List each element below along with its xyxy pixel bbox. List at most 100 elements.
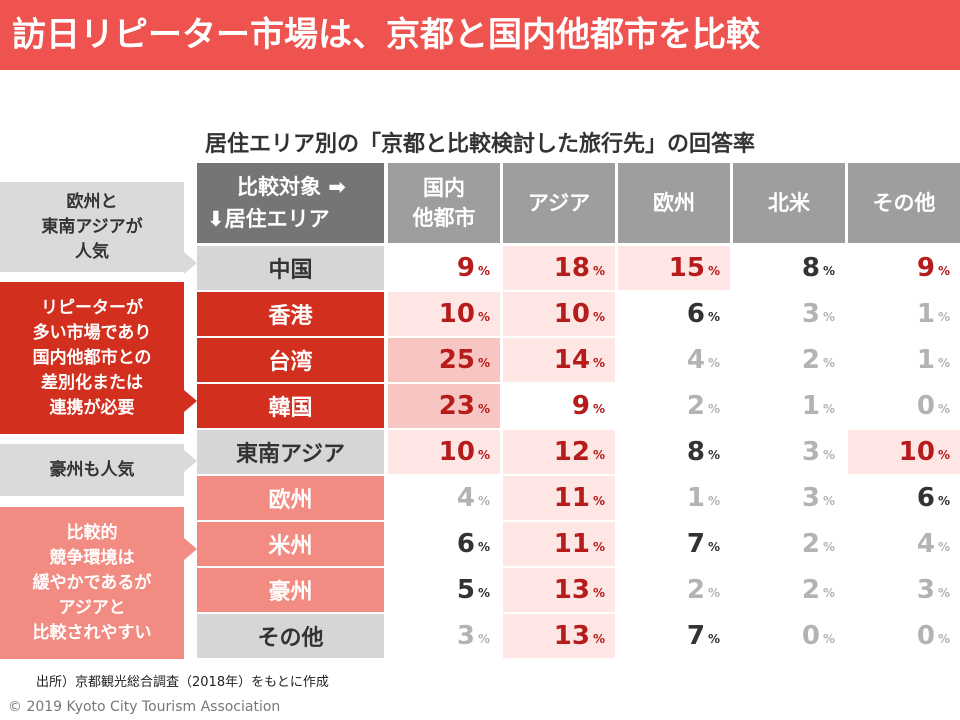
percent-unit: % (707, 356, 720, 370)
percent-unit: % (822, 586, 835, 600)
percent-unit: % (707, 448, 720, 462)
table-cell: 10% (388, 292, 500, 336)
cell-value: 4 (456, 483, 475, 513)
cell-value: 7 (686, 529, 705, 559)
copyright: © 2019 Kyoto City Tourism Association (8, 699, 281, 715)
table-cell: 4% (388, 476, 500, 520)
table-cell: 2% (733, 568, 845, 612)
table-cell: 10% (388, 430, 500, 474)
cell-value: 23 (438, 391, 475, 421)
percent-unit: % (707, 540, 720, 554)
percent-unit: % (822, 402, 835, 416)
table-cell: 4% (618, 338, 730, 382)
cell-value: 10 (898, 437, 935, 467)
residence-area-label: ⬇居住エリア (207, 207, 330, 231)
row-label: 台湾 (197, 338, 384, 382)
percent-unit: % (937, 264, 950, 278)
table-cell: 11% (503, 476, 615, 520)
table-cell: 7% (618, 522, 730, 566)
row-label: 東南アジア (197, 430, 384, 474)
table-cell: 1% (848, 292, 960, 336)
cell-value: 1 (916, 299, 935, 329)
percent-unit: % (707, 494, 720, 508)
cell-value: 2 (801, 529, 820, 559)
column-header: 欧州 (618, 163, 730, 243)
percent-unit: % (477, 448, 490, 462)
cell-value: 13 (553, 575, 590, 605)
percent-unit: % (477, 632, 490, 646)
percent-unit: % (822, 540, 835, 554)
table-cell: 12% (503, 430, 615, 474)
cell-value: 1 (686, 483, 705, 513)
cell-value: 3 (801, 437, 820, 467)
cell-value: 10 (438, 299, 475, 329)
percent-unit: % (477, 264, 490, 278)
table-cell: 6% (618, 292, 730, 336)
cell-value: 3 (456, 621, 475, 651)
column-header: 国内 他都市 (388, 163, 500, 243)
percent-unit: % (477, 494, 490, 508)
percent-unit: % (592, 356, 605, 370)
row-label: 米州 (197, 522, 384, 566)
table-cell: 0% (848, 384, 960, 428)
cell-value: 6 (686, 299, 705, 329)
percent-unit: % (477, 310, 490, 324)
cell-value: 9 (916, 253, 935, 283)
cell-value: 4 (686, 345, 705, 375)
percent-unit: % (822, 264, 835, 278)
cell-value: 0 (916, 621, 935, 651)
table-cell: 3% (848, 568, 960, 612)
row-label: 豪州 (197, 568, 384, 612)
page-title: 訪日リピーター市場は、京都と国内他都市を比較 (0, 0, 960, 70)
cell-value: 2 (801, 345, 820, 375)
table-cell: 3% (733, 292, 845, 336)
percent-unit: % (707, 264, 720, 278)
table-cell: 2% (733, 522, 845, 566)
table-cell: 5% (388, 568, 500, 612)
table-cell: 1% (848, 338, 960, 382)
table-cell: 11% (503, 522, 615, 566)
cell-value: 13 (553, 621, 590, 651)
table-cell: 7% (618, 614, 730, 658)
table-cell: 10% (503, 292, 615, 336)
cell-value: 12 (553, 437, 590, 467)
column-header: アジア (503, 163, 615, 243)
compare-target-label: 比較対象 ➡ (237, 175, 346, 199)
percent-unit: % (937, 310, 950, 324)
percent-unit: % (937, 448, 950, 462)
table-cell: 9% (388, 246, 500, 290)
cell-value: 2 (686, 391, 705, 421)
percent-unit: % (592, 264, 605, 278)
table-cell: 9% (848, 246, 960, 290)
table-cell: 10% (848, 430, 960, 474)
percent-unit: % (477, 402, 490, 416)
cell-value: 4 (916, 529, 935, 559)
percent-unit: % (822, 310, 835, 324)
percent-unit: % (937, 540, 950, 554)
row-label: 香港 (197, 292, 384, 336)
cell-value: 15 (668, 253, 705, 283)
side-note-pointer (184, 450, 197, 472)
cell-value: 11 (553, 529, 590, 559)
table-cell: 23% (388, 384, 500, 428)
table-cell: 8% (733, 246, 845, 290)
row-label: 欧州 (197, 476, 384, 520)
table-cell: 6% (848, 476, 960, 520)
column-header: 北米 (733, 163, 845, 243)
cell-value: 9 (456, 253, 475, 283)
percent-unit: % (937, 356, 950, 370)
side-note: 比較的 競争環境は 緩やかであるが アジアと 比較されやすい (0, 507, 184, 659)
cell-value: 2 (801, 575, 820, 605)
table-cell: 13% (503, 614, 615, 658)
cell-value: 6 (916, 483, 935, 513)
percent-unit: % (477, 586, 490, 600)
percent-unit: % (937, 586, 950, 600)
percent-unit: % (707, 402, 720, 416)
side-note: 豪州も人気 (0, 444, 184, 496)
table-cell: 3% (388, 614, 500, 658)
percent-unit: % (477, 540, 490, 554)
table-cell: 8% (618, 430, 730, 474)
table-cell: 1% (618, 476, 730, 520)
cell-value: 14 (553, 345, 590, 375)
table-cell: 2% (618, 384, 730, 428)
